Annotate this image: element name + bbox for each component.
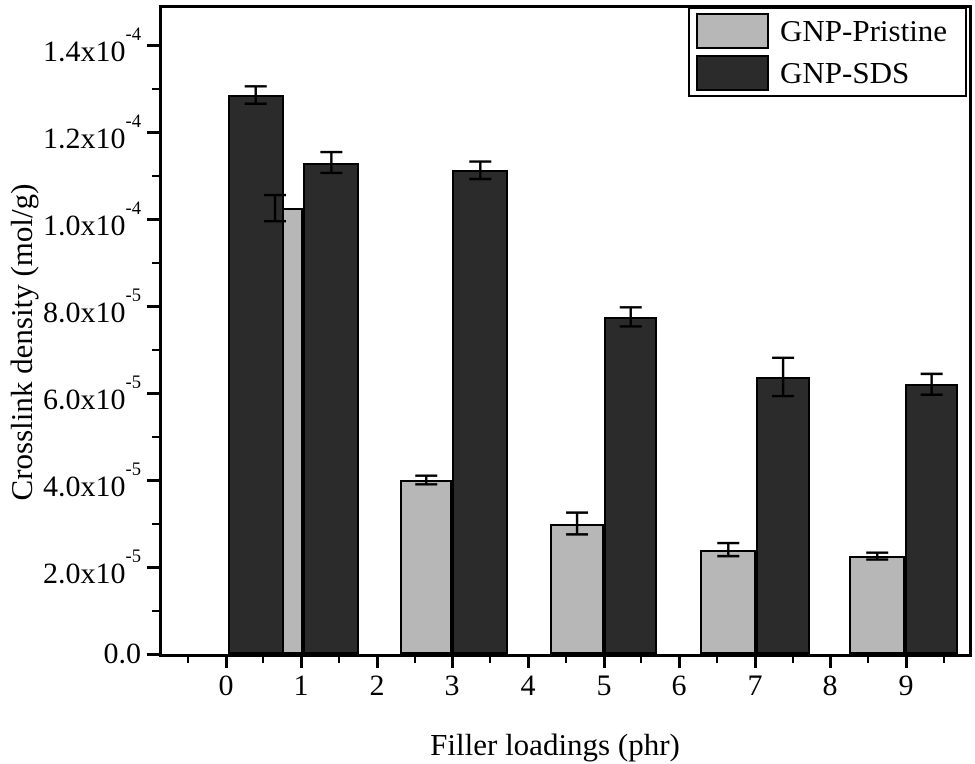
y-tick-label-3: 6.0x10-5 bbox=[43, 371, 142, 416]
bar-gnp-sds-7phr bbox=[756, 376, 810, 654]
x-tick-label-1: 1 bbox=[293, 669, 309, 702]
bar-gnp-pristine-5phr bbox=[549, 523, 605, 654]
y-major-tick-6 bbox=[147, 131, 159, 134]
y-major-tick-2 bbox=[147, 479, 159, 482]
legend-item-gnp-pristine: GNP-Pristine bbox=[690, 10, 965, 52]
x-major-tick-4 bbox=[527, 656, 530, 668]
plot-frame bbox=[159, 5, 972, 657]
x-axis-title: Filler loadings (phr) bbox=[430, 727, 680, 762]
x-tick-label-0: 0 bbox=[218, 669, 234, 702]
x-major-tick-1 bbox=[300, 656, 303, 668]
legend-swatch-gnp-sds bbox=[696, 55, 769, 91]
bar-gnp-pristine-3phr bbox=[400, 480, 453, 654]
y-minor-tick bbox=[152, 436, 159, 438]
x-major-tick-3 bbox=[451, 656, 454, 668]
y-tick-exponent: -4 bbox=[125, 23, 142, 45]
y-tick-exponent: -5 bbox=[125, 371, 142, 393]
y-tick-label-5: 1.0x10-4 bbox=[43, 197, 142, 242]
x-major-tick-5 bbox=[603, 656, 606, 668]
y-major-tick-5 bbox=[147, 218, 159, 221]
x-minor-tick bbox=[867, 656, 869, 663]
x-major-tick-0 bbox=[225, 656, 228, 668]
legend-label-gnp-sds: GNP-SDS bbox=[780, 55, 910, 90]
y-minor-tick bbox=[152, 262, 159, 264]
x-tick-label-8: 8 bbox=[822, 669, 838, 702]
x-minor-tick bbox=[565, 656, 567, 663]
y-tick-label-1: 2.0x10-5 bbox=[43, 545, 142, 590]
legend-item-gnp-sds: GNP-SDS bbox=[690, 52, 965, 94]
x-minor-tick bbox=[943, 656, 945, 663]
bar-gnp-sds-9phr bbox=[905, 384, 959, 654]
y-axis-title-text: Crosslink density (mol/g) bbox=[4, 183, 39, 501]
y-minor-tick bbox=[152, 175, 159, 177]
x-minor-tick bbox=[716, 656, 718, 663]
y-minor-tick bbox=[152, 88, 159, 90]
y-tick-exponent: -5 bbox=[125, 458, 142, 480]
x-tick-label-4: 4 bbox=[520, 669, 536, 702]
x-minor-tick bbox=[262, 656, 264, 663]
x-minor-tick bbox=[489, 656, 491, 663]
y-tick-label-4: 8.0x10-5 bbox=[43, 284, 142, 329]
x-minor-tick bbox=[414, 656, 416, 663]
y-major-tick-1 bbox=[147, 566, 159, 569]
y-tick-label-2: 4.0x10-5 bbox=[43, 458, 142, 503]
y-tick-label-7: 1.4x10-4 bbox=[43, 23, 142, 68]
x-major-tick-8 bbox=[829, 656, 832, 668]
y-tick-exponent: -4 bbox=[125, 197, 142, 219]
y-tick-label-6: 1.2x10-4 bbox=[43, 110, 142, 155]
x-tick-label-5: 5 bbox=[596, 669, 612, 702]
x-tick-label-6: 6 bbox=[671, 669, 687, 702]
legend-swatch-gnp-pristine bbox=[696, 13, 769, 49]
x-tick-label-7: 7 bbox=[747, 669, 763, 702]
x-tick-label-2: 2 bbox=[369, 669, 385, 702]
y-tick-exponent: -5 bbox=[125, 545, 142, 567]
x-minor-tick bbox=[187, 656, 189, 663]
x-major-tick-6 bbox=[678, 656, 681, 668]
y-tick-exponent: -5 bbox=[125, 284, 142, 306]
y-tick-exponent: -4 bbox=[125, 110, 142, 132]
bar-gnp-sds-0phr bbox=[227, 95, 284, 654]
y-minor-tick bbox=[152, 610, 159, 612]
y-major-tick-0 bbox=[147, 653, 159, 656]
x-major-tick-9 bbox=[905, 656, 908, 668]
x-minor-tick bbox=[640, 656, 642, 663]
y-major-tick-7 bbox=[147, 44, 159, 47]
bar-gnp-sds-1phr bbox=[303, 162, 360, 654]
x-tick-label-3: 3 bbox=[444, 669, 460, 702]
bar-gnp-sds-3phr bbox=[452, 170, 509, 654]
x-tick-label-9: 9 bbox=[898, 669, 914, 702]
legend: GNP-Pristine GNP-SDS bbox=[688, 7, 967, 97]
y-major-tick-4 bbox=[147, 305, 159, 308]
y-tick-label-0: 0.0 bbox=[103, 637, 142, 670]
y-major-tick-3 bbox=[147, 392, 159, 395]
x-major-tick-7 bbox=[754, 656, 757, 668]
y-minor-tick bbox=[152, 349, 159, 351]
x-major-tick-2 bbox=[376, 656, 379, 668]
y-minor-tick bbox=[152, 523, 159, 525]
bar-gnp-pristine-9phr bbox=[849, 556, 906, 654]
bar-gnp-pristine-7phr bbox=[700, 549, 757, 654]
legend-label-gnp-pristine: GNP-Pristine bbox=[780, 13, 948, 48]
x-minor-tick bbox=[792, 656, 794, 663]
x-minor-tick bbox=[338, 656, 340, 663]
